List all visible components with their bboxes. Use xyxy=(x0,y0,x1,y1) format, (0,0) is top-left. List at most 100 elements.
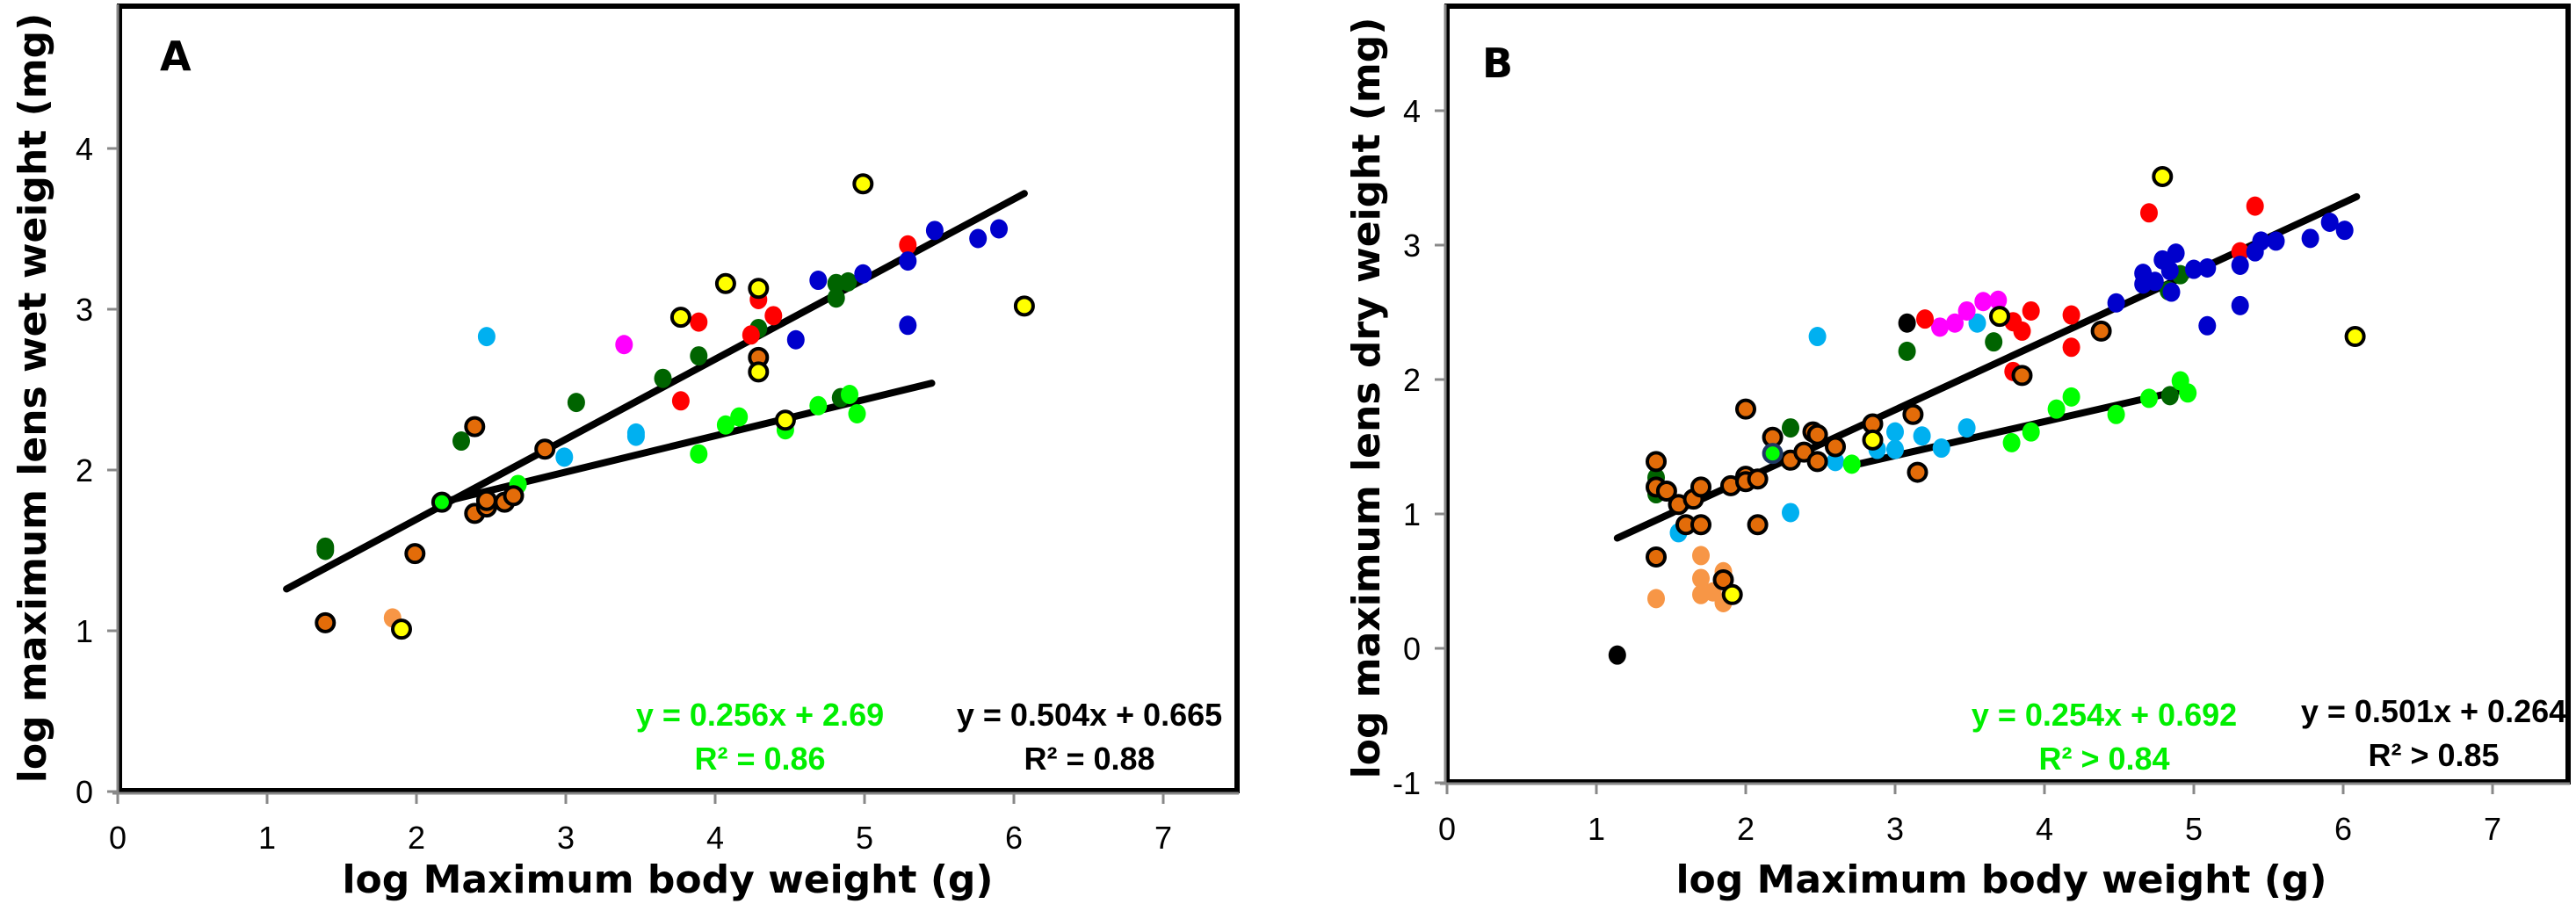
data-point-orange xyxy=(1747,468,1769,490)
data-point-bright-green-navy-outlined xyxy=(1762,443,1784,465)
data-point-blue xyxy=(854,264,872,284)
y-tick-label: 3 xyxy=(76,292,93,328)
y-tick-label: 2 xyxy=(1403,362,1421,398)
data-point-bright-green xyxy=(1842,454,1861,474)
data-point-dark-green xyxy=(690,346,708,366)
data-point-yellow xyxy=(852,173,874,195)
data-point-blue xyxy=(2167,243,2185,264)
x-tick-label: 4 xyxy=(2036,811,2053,847)
data-point-orange xyxy=(464,416,486,438)
data-point-light-orange xyxy=(1647,589,1665,609)
data-point-dark-green xyxy=(1985,332,2003,352)
data-point-dark-green xyxy=(2160,386,2179,406)
data-point-blue xyxy=(2107,293,2125,313)
data-point-orange xyxy=(1655,480,1677,502)
data-point-cyan xyxy=(1957,418,1976,438)
data-point-cyan xyxy=(1886,439,1904,459)
data-point-blue xyxy=(2267,231,2285,251)
panel-b-plot-frame xyxy=(1444,4,2571,785)
x-tick-label: 4 xyxy=(706,820,724,856)
y-tick-label: 4 xyxy=(1403,93,1421,129)
x-tick-label: 1 xyxy=(258,820,276,856)
data-point-bright-green xyxy=(809,395,828,416)
data-point-cyan xyxy=(477,327,496,347)
x-tick-label: 3 xyxy=(557,820,575,856)
data-point-light-orange xyxy=(1692,568,1710,589)
data-point-dark-green xyxy=(1898,341,1916,361)
y-tick-label: 1 xyxy=(1403,496,1421,532)
x-tick-label: 2 xyxy=(408,820,425,856)
data-point-orange xyxy=(1747,514,1769,536)
y-tick-label: 3 xyxy=(1403,228,1421,264)
data-point-blue xyxy=(809,271,828,291)
data-point-cyan xyxy=(1808,327,1827,347)
panel-a: log maximum lens wet weight (mg) log Max… xyxy=(11,4,1240,902)
data-point-blue xyxy=(2160,261,2179,281)
y-tick-label: 2 xyxy=(76,452,93,488)
data-point-yellow xyxy=(774,409,796,431)
data-point-red xyxy=(2231,242,2249,262)
data-point-blue xyxy=(899,315,917,336)
data-point-blue xyxy=(2231,255,2249,275)
x-tick-label: 3 xyxy=(1886,811,1904,847)
data-point-cyan xyxy=(1782,503,1799,523)
x-tick-label: 7 xyxy=(2484,811,2501,847)
x-tick-label: 0 xyxy=(1438,811,1456,847)
data-point-yellow xyxy=(748,361,770,383)
data-point-light-orange xyxy=(1692,546,1710,566)
data-point-magenta xyxy=(1931,317,1949,337)
data-point-red xyxy=(2062,305,2080,325)
data-point-bright-green xyxy=(2022,422,2040,442)
data-point-cyan xyxy=(1932,438,1950,459)
panel-b-green-r2: R² > 0.84 xyxy=(2038,741,2169,777)
data-point-red xyxy=(764,306,783,326)
data-point-orange xyxy=(1907,461,1928,483)
data-point-red xyxy=(899,235,917,255)
data-point-dark-green xyxy=(839,271,857,292)
data-point-dark-green xyxy=(316,540,335,560)
data-point-blue xyxy=(925,221,944,241)
data-point-orange xyxy=(404,543,426,565)
data-point-orange xyxy=(2090,320,2112,342)
panel-a-plot-frame xyxy=(117,4,1240,793)
data-point-black xyxy=(1898,313,1916,333)
data-point-cyan xyxy=(1886,422,1904,442)
panel-a-green-r2: R² = 0.86 xyxy=(694,741,825,777)
data-point-bright-green xyxy=(730,407,749,427)
x-tick-label: 2 xyxy=(1737,811,1755,847)
data-point-orange xyxy=(1690,476,1711,498)
data-point-bright-green-outlined xyxy=(431,491,452,513)
data-point-magenta xyxy=(1957,300,1976,321)
data-point-blue xyxy=(2185,259,2203,279)
x-tick-label: 7 xyxy=(1154,820,1172,856)
data-point-magenta xyxy=(615,335,633,355)
y-tick-label: 1 xyxy=(76,613,93,649)
panel-a-y-axis-title: log maximum lens wet weight (mg) xyxy=(11,13,55,783)
data-point-cyan xyxy=(1827,452,1844,472)
data-point-yellow xyxy=(1721,583,1743,605)
data-point-magenta xyxy=(1974,292,1993,312)
data-point-blue xyxy=(2198,315,2217,336)
data-point-bright-green xyxy=(2047,399,2066,419)
data-point-yellow xyxy=(1862,429,1884,451)
data-point-blue xyxy=(2145,271,2164,292)
data-point-red xyxy=(2246,196,2264,216)
data-point-red xyxy=(2013,321,2031,341)
x-tick-label: 5 xyxy=(856,820,873,856)
panel-b-y-axis-title: log maximum lens dry weight (mg) xyxy=(1344,18,1389,779)
data-point-black xyxy=(1608,645,1626,665)
panel-a-points xyxy=(315,173,1035,640)
data-point-orange xyxy=(503,485,525,507)
y-tick-label: 0 xyxy=(76,774,93,810)
panel-b-black-equation: y = 0.501x + 0.264 xyxy=(2301,693,2566,729)
data-point-blue xyxy=(969,228,988,249)
data-point-dark-green xyxy=(452,431,470,452)
data-point-orange xyxy=(1806,451,1828,473)
data-point-blue xyxy=(899,251,917,271)
panel-a-label: A xyxy=(160,33,192,80)
data-point-cyan xyxy=(1913,426,1931,446)
data-point-red xyxy=(2062,337,2080,358)
data-point-orange xyxy=(534,438,556,460)
data-point-cyan xyxy=(555,447,574,467)
